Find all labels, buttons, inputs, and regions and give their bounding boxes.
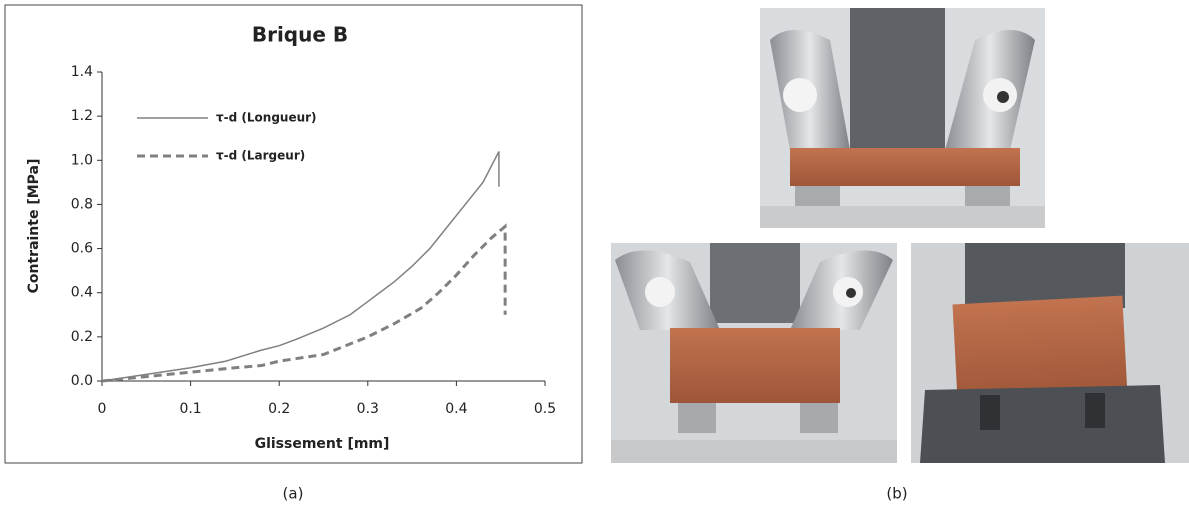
y-tick-label: 0.8: [71, 196, 93, 212]
x-tick-label: 0.1: [179, 401, 201, 417]
chart-frame: [4, 4, 583, 464]
legend-label: τ-d (Largeur): [216, 149, 305, 163]
photo-top: [760, 8, 1045, 228]
caption: (b): [886, 485, 907, 503]
data-line: [101, 151, 500, 382]
x-tick-label: 0: [98, 401, 107, 417]
y-axis-label: Contrainte [MPa]: [26, 159, 42, 294]
y-tick-label: 1.4: [71, 64, 93, 80]
chart-title: Brique B: [252, 23, 348, 47]
data-line: [101, 223, 507, 383]
x-tick-label: 0.4: [445, 401, 467, 417]
y-tick-label: 1.2: [71, 108, 93, 124]
y-tick-label: 0.2: [71, 329, 93, 345]
photo-bottom-right: [911, 243, 1189, 463]
legend-label: τ-d (Longueur): [216, 111, 317, 125]
x-tick-label: 0.2: [268, 401, 290, 417]
photo-bottom-left: [611, 243, 897, 463]
x-tick-label: 0.5: [534, 401, 556, 417]
y-tick-label: 0.0: [71, 373, 93, 389]
y-tick-label: 0.4: [71, 285, 93, 301]
y-tick-label: 1.0: [71, 152, 93, 168]
x-tick-label: 0.3: [357, 401, 379, 417]
x-axis-label: Glissement [mm]: [255, 436, 390, 452]
y-tick-label: 0.6: [71, 241, 93, 257]
caption: (a): [283, 485, 304, 503]
